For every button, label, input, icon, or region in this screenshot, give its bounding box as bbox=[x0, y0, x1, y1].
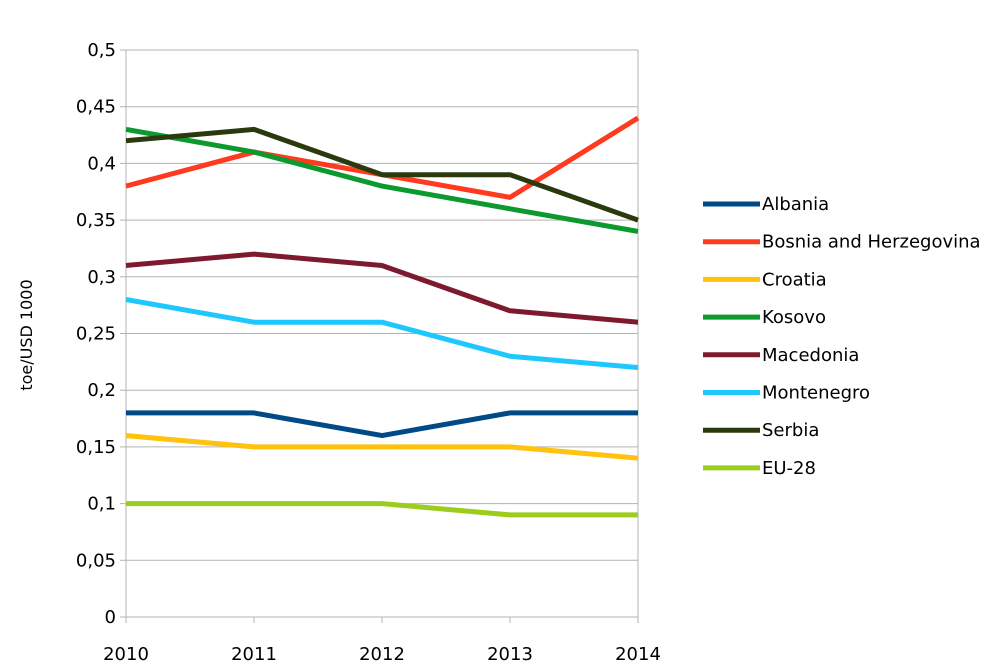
legend-item-kosovo: Kosovo bbox=[703, 307, 826, 328]
series-lines bbox=[125, 115, 640, 518]
legend-item-croatia: Croatia bbox=[703, 269, 827, 290]
y-tick-label: 0,5 bbox=[87, 40, 116, 61]
x-tick-label: 2011 bbox=[231, 644, 277, 665]
legend-item-bosnia-and-herzegovina: Bosnia and Herzegovina bbox=[703, 232, 981, 253]
legend-label: Kosovo bbox=[762, 307, 826, 328]
x-tick-label: 2010 bbox=[103, 644, 149, 665]
y-tick-label: 0,2 bbox=[87, 380, 116, 401]
legend-item-macedonia: Macedonia bbox=[703, 345, 859, 366]
y-tick-label: 0 bbox=[105, 607, 116, 628]
legend-item-eu-28: EU-28 bbox=[703, 458, 816, 479]
legend-item-serbia: Serbia bbox=[703, 420, 819, 441]
y-tick-label: 0,45 bbox=[76, 97, 116, 118]
y-tick-label: 0,3 bbox=[87, 267, 116, 288]
y-tick-label: 0,35 bbox=[76, 210, 116, 231]
legend-item-albania: Albania bbox=[703, 194, 829, 215]
x-tick-label: 2012 bbox=[359, 644, 405, 665]
legend-label: Montenegro bbox=[762, 383, 870, 404]
y-tick-label: 0,15 bbox=[76, 437, 116, 458]
legend: Albania Bosnia and Herzegovina Croatia Koso… bbox=[703, 194, 981, 479]
series-line-albania bbox=[126, 410, 638, 439]
legend-label: Croatia bbox=[762, 269, 827, 290]
series-line-eu-28 bbox=[126, 501, 638, 518]
legend-label: Albania bbox=[762, 194, 829, 215]
y-tick-label: 0,4 bbox=[87, 153, 116, 174]
series-line-serbia bbox=[125, 126, 639, 223]
x-tick-label: 2013 bbox=[487, 644, 533, 665]
axes bbox=[120, 49, 639, 623]
series-line-macedonia bbox=[125, 251, 639, 325]
legend-label: Bosnia and Herzegovina bbox=[762, 232, 981, 253]
y-tick-labels: 0 0,05 0,1 0,15 0,2 0,25 0,3 0,35 0,4 0,45 0,5 bbox=[76, 40, 116, 628]
legend-label: Macedonia bbox=[762, 345, 859, 366]
y-tick-label: 0,25 bbox=[76, 324, 116, 345]
x-tick-labels: 2010 2011 2012 2013 2014 bbox=[103, 644, 661, 665]
series-line-montenegro bbox=[125, 297, 639, 370]
y-axis-label: toe/USD 1000 bbox=[17, 279, 36, 390]
legend-item-montenegro: Montenegro bbox=[703, 383, 870, 404]
series-line-kosovo bbox=[125, 126, 639, 234]
legend-label: Serbia bbox=[762, 420, 819, 441]
x-tick-label: 2014 bbox=[615, 644, 661, 665]
legend-label: EU-28 bbox=[762, 458, 816, 479]
y-tick-label: 0,1 bbox=[87, 494, 116, 515]
y-tick-label: 0,05 bbox=[76, 550, 116, 571]
series-line-croatia bbox=[125, 433, 639, 461]
